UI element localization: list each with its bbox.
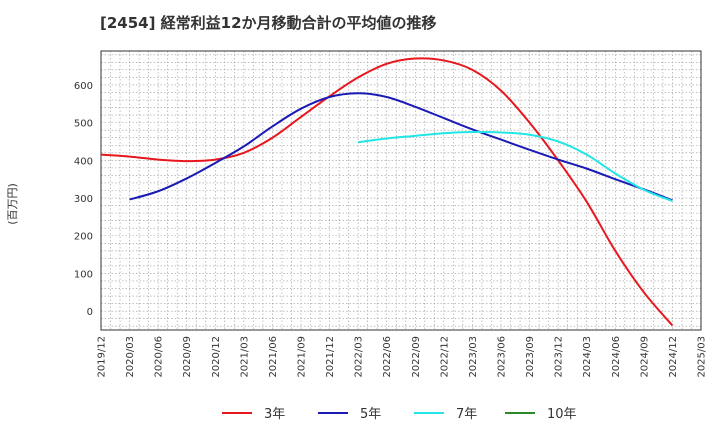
- series-layer: [100, 57, 674, 327]
- chart-title: [2454] 経常利益12か月移動合計の平均値の推移: [100, 14, 437, 32]
- x-tick-label: 2023/03: [468, 336, 479, 378]
- y-tick-label: 100: [74, 269, 93, 280]
- legend: 3年 5年 7年 10年: [222, 407, 577, 422]
- x-tick-label: 2022/12: [439, 336, 450, 378]
- legend-label-1: 5年: [360, 407, 381, 422]
- grid: [100, 51, 702, 330]
- x-tick-labels: 2019/12 2020/03 2020/06 2020/09 2020/12 2021/…: [97, 336, 708, 378]
- x-tick-label: 2023/12: [554, 336, 565, 378]
- y-tick-label: 400: [74, 156, 93, 167]
- legend-label-3: 10年: [547, 407, 577, 422]
- x-tick-label: 2025/03: [697, 336, 708, 378]
- x-tick-label: 2020/06: [154, 336, 165, 378]
- y-tick-label: 600: [74, 81, 93, 92]
- x-tick-label: 2023/06: [497, 336, 508, 378]
- x-tick-label: 2021/06: [268, 336, 279, 378]
- x-tick-label: 2020/09: [182, 336, 193, 378]
- x-tick-label: 2020/03: [125, 336, 136, 378]
- x-tick-label: 2022/03: [354, 336, 365, 378]
- x-tick-label: 2022/09: [411, 336, 422, 378]
- y-tick-label: 300: [74, 194, 93, 205]
- legend-label-2: 7年: [456, 407, 477, 422]
- x-tick-label: 2020/12: [211, 336, 222, 378]
- x-tick-label: 2021/12: [325, 336, 336, 378]
- x-tick-label: 2023/09: [525, 336, 536, 378]
- series-line-2: [358, 131, 673, 202]
- plot-frame: [100, 50, 702, 331]
- y-tick-labels: 0 100 200 300 400 500 600: [74, 81, 93, 318]
- x-tick-label: 2022/06: [382, 336, 393, 378]
- plot-background: [101, 51, 701, 330]
- x-tick-label: 2024/12: [668, 336, 679, 378]
- x-tick-label: 2024/06: [611, 336, 622, 378]
- x-tick-label: 2021/03: [239, 336, 250, 378]
- series-line-0: [100, 57, 674, 327]
- y-tick-label: 500: [74, 119, 93, 130]
- x-tick-label: 2019/12: [97, 336, 108, 378]
- y-tick-label: 200: [74, 232, 93, 243]
- x-tick-label: 2021/09: [297, 336, 308, 378]
- legend-label-0: 3年: [264, 407, 285, 422]
- x-tick-label: 2024/03: [582, 336, 593, 378]
- series-line-1: [129, 92, 673, 202]
- y-axis-label: (百万円): [6, 183, 19, 225]
- x-tick-label: 2024/09: [639, 336, 650, 378]
- y-tick-label: 0: [87, 307, 93, 318]
